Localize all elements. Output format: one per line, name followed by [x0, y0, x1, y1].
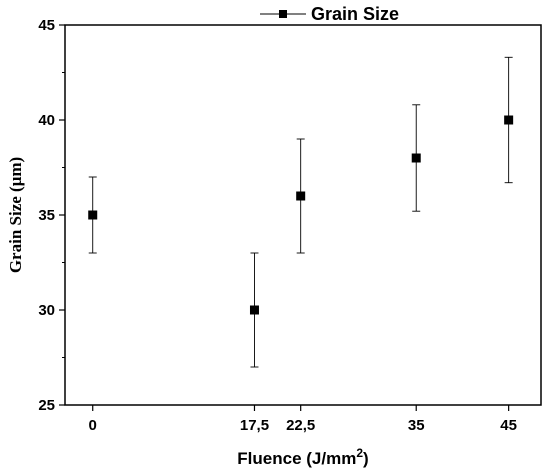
x-tick-label: 17,5	[240, 417, 269, 434]
plot-area	[64, 24, 542, 406]
data-point	[296, 138, 306, 254]
x-tick-label: 22,5	[286, 417, 315, 434]
x-tick-label: 45	[500, 417, 517, 434]
legend-label: Grain Size	[311, 4, 399, 24]
data-point	[411, 104, 421, 212]
data-point	[249, 252, 259, 368]
square-marker	[411, 153, 421, 163]
square-marker	[88, 210, 98, 220]
y-axis-title: Grain Size (μm)	[6, 157, 25, 273]
series-grain-size	[88, 56, 514, 368]
x-tick-label: 35	[408, 417, 425, 434]
square-marker	[249, 305, 259, 315]
y-tick-label: 30	[38, 302, 55, 319]
square-marker	[504, 115, 514, 125]
data-point	[504, 56, 514, 184]
x-axis: 0 17,5 22,5 35 45	[89, 405, 517, 434]
plot-border	[64, 24, 542, 406]
data-point	[88, 176, 98, 254]
legend-marker	[279, 10, 287, 18]
y-tick-label: 35	[38, 207, 55, 224]
legend: Grain Size	[260, 4, 399, 24]
y-tick-label: 45	[38, 17, 55, 34]
square-marker	[296, 191, 306, 201]
x-tick-label: 0	[89, 417, 97, 434]
y-tick-label: 40	[38, 112, 55, 129]
y-tick-label: 25	[38, 397, 55, 414]
x-axis-title: Fluence (J/mm2)	[237, 446, 368, 468]
y-axis: 25 30 35 40 45	[38, 17, 65, 414]
